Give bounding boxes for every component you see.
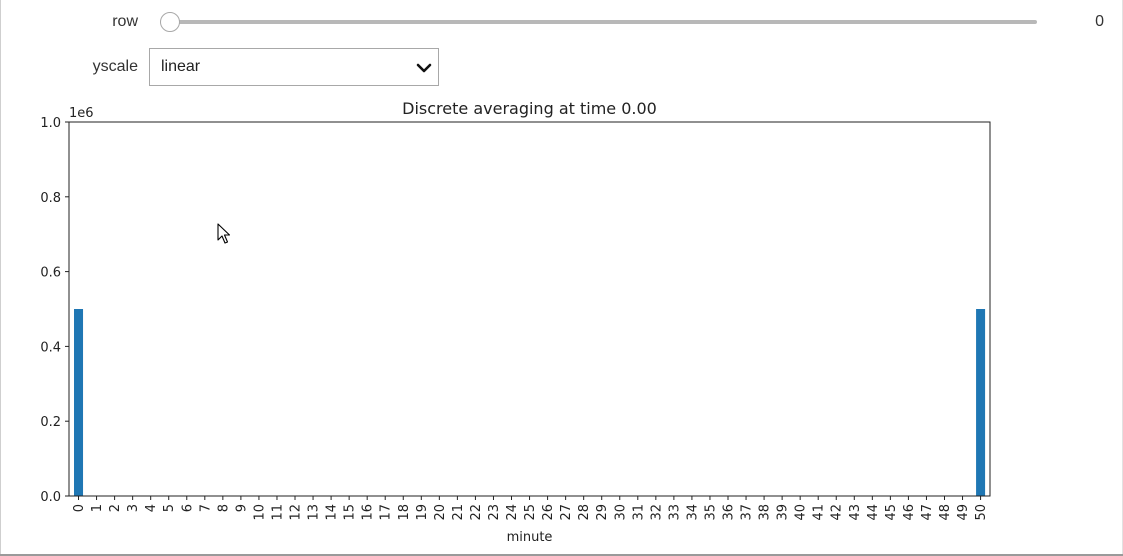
x-tick-label: 14 — [325, 504, 340, 521]
x-tick-label: 31 — [631, 504, 646, 521]
x-tick-label: 38 — [758, 504, 773, 521]
output-frame-left-border — [0, 0, 1, 556]
y-tick-label: 1.0 — [40, 116, 61, 131]
x-tick-label: 19 — [415, 504, 430, 521]
x-tick-label: 32 — [649, 504, 664, 521]
x-tick-label: 34 — [685, 504, 700, 521]
row-slider-label: row — [112, 13, 138, 30]
x-tick-label: 23 — [487, 504, 502, 521]
x-tick-label: 22 — [469, 504, 484, 521]
x-tick-label: 25 — [523, 504, 538, 521]
row-slider-readout: 0 — [1095, 13, 1104, 30]
x-tick-label: 39 — [776, 504, 791, 521]
x-tick-label: 6 — [180, 504, 195, 512]
bar-50 — [976, 309, 986, 496]
y-tick-label: 0.8 — [40, 191, 61, 206]
x-tick-label: 35 — [703, 504, 718, 521]
x-tick-label: 29 — [595, 504, 610, 521]
x-tick-label: 41 — [812, 504, 827, 521]
y-tick-label: 0.6 — [40, 266, 61, 281]
x-tick-label: 43 — [848, 504, 863, 521]
x-tick-label: 13 — [307, 504, 322, 521]
y-tick-label: 0.2 — [40, 415, 61, 430]
x-tick-label: 28 — [577, 504, 592, 521]
y-offset-label: 1e6 — [69, 106, 94, 121]
chevron-down-icon — [416, 60, 432, 79]
x-tick-label: 0 — [72, 504, 87, 512]
x-tick-label: 44 — [866, 504, 881, 521]
x-tick-label: 10 — [252, 504, 267, 521]
x-tick-label: 18 — [397, 504, 412, 521]
x-tick-label: 11 — [270, 504, 285, 521]
x-tick-label: 45 — [884, 504, 899, 521]
x-tick-label: 46 — [902, 504, 917, 521]
x-tick-label: 36 — [722, 504, 737, 521]
x-tick-label: 40 — [794, 504, 809, 521]
x-axis-label: minute — [507, 530, 553, 545]
x-tick-label: 30 — [613, 504, 628, 521]
plot-area-frame — [68, 121, 991, 497]
x-tick-label: 47 — [920, 504, 935, 521]
x-tick-label: 50 — [974, 504, 989, 521]
x-tick-label: 24 — [505, 504, 520, 521]
x-tick-label: 20 — [433, 504, 448, 521]
y-tick-label: 0.0 — [40, 490, 61, 505]
x-tick-label: 5 — [162, 504, 177, 512]
x-tick-label: 1 — [90, 504, 105, 512]
x-tick-label: 4 — [144, 504, 159, 512]
x-tick-label: 21 — [451, 504, 466, 521]
x-tick-label: 48 — [938, 504, 953, 521]
yscale-label: yscale — [92, 58, 138, 75]
x-tick-label: 42 — [830, 504, 845, 521]
row-slider-track[interactable] — [160, 20, 1037, 24]
x-tick-label: 12 — [289, 504, 304, 521]
output-frame-bottom-border — [0, 554, 1123, 556]
x-tick-label: 7 — [198, 504, 213, 512]
x-tick-label: 9 — [234, 504, 249, 512]
x-tick-label: 8 — [216, 504, 231, 512]
x-tick-label: 49 — [956, 504, 971, 521]
mouse-pointer-icon — [217, 223, 231, 249]
row-slider-handle[interactable] — [160, 12, 180, 32]
x-tick-label: 27 — [559, 504, 574, 521]
yscale-selected-value: linear — [161, 58, 201, 75]
x-tick-label: 3 — [126, 504, 141, 512]
x-tick-label: 15 — [343, 504, 358, 521]
x-tick-label: 37 — [740, 504, 755, 521]
chart-title: Discrete averaging at time 0.00 — [402, 99, 657, 118]
x-tick-label: 17 — [379, 504, 394, 521]
yscale-select[interactable]: linear — [149, 48, 439, 86]
x-tick-label: 26 — [541, 504, 556, 521]
y-tick-label: 0.4 — [40, 340, 61, 355]
x-tick-label: 16 — [361, 504, 376, 521]
x-tick-label: 33 — [667, 504, 682, 521]
x-tick-label: 2 — [108, 504, 123, 512]
bar-0 — [74, 309, 84, 496]
